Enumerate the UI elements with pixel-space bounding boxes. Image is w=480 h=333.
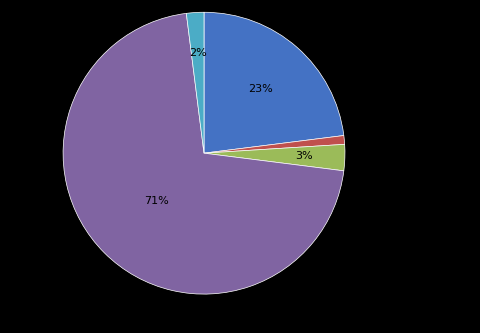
Wedge shape — [204, 136, 345, 153]
Wedge shape — [204, 144, 345, 171]
Text: 3%: 3% — [296, 151, 313, 161]
Text: 1%: 1% — [362, 133, 380, 143]
Wedge shape — [204, 12, 344, 153]
Text: 2%: 2% — [189, 48, 206, 58]
Wedge shape — [63, 13, 344, 294]
Text: 71%: 71% — [144, 196, 168, 206]
Text: 23%: 23% — [248, 84, 273, 94]
Wedge shape — [186, 12, 204, 153]
